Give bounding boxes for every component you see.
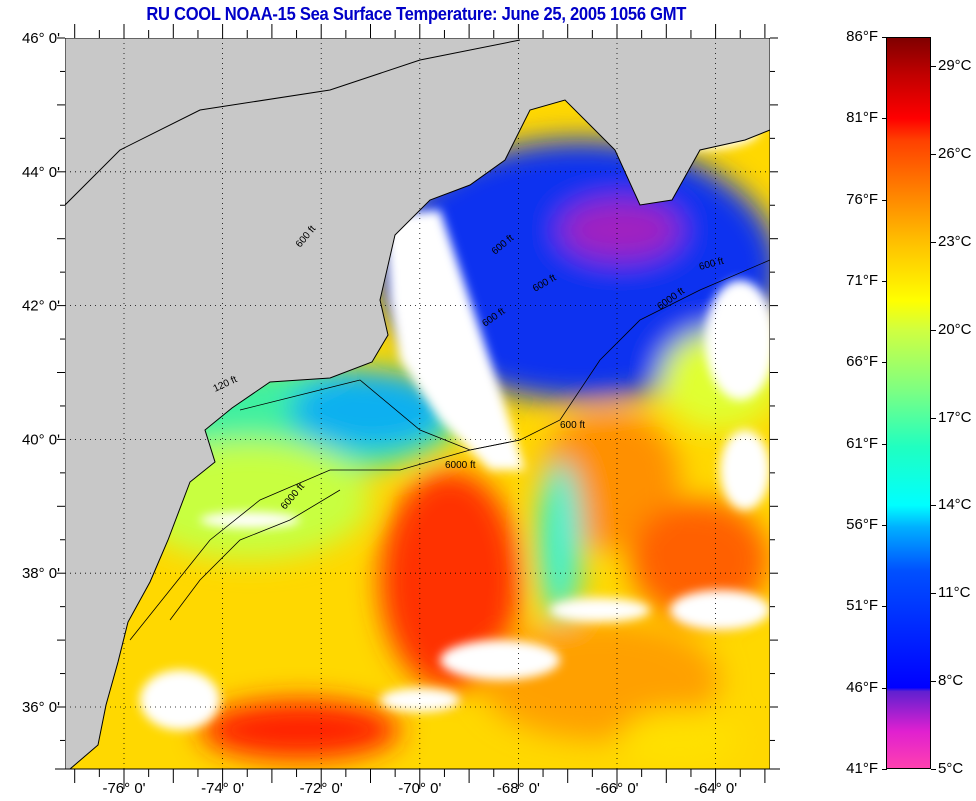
colorbar-fahrenheit-label: 51°F (846, 597, 878, 615)
latitude-label: 44° 0' (22, 164, 60, 181)
colorbar-celsius-label: 23°C (938, 232, 972, 250)
latitude-label: 36° 0' (22, 699, 60, 716)
longitude-label: -66° 0' (595, 780, 638, 797)
colorbar-celsius-label: 11°C (938, 584, 971, 602)
latitude-label: 40° 0' (22, 431, 60, 448)
colorbar-celsius-label: 26°C (938, 145, 972, 163)
graticule (65, 38, 770, 769)
coastline (65, 39, 770, 769)
axis-ticks (55, 24, 780, 789)
longitude-label: -64° 0' (694, 780, 737, 797)
colorbar-celsius-label: 20°C (938, 320, 972, 338)
contour-label: 6000 ft (445, 460, 476, 471)
colorbar-celsius-label: 17°C (938, 408, 972, 426)
longitude-label: -72° 0' (300, 780, 343, 797)
colorbar-celsius-label: 8°C (938, 672, 964, 690)
colorbar-fahrenheit-label: 66°F (846, 353, 878, 371)
latitude-label: 38° 0' (22, 565, 60, 582)
longitude-label: -68° 0' (497, 780, 540, 797)
longitude-label: -74° 0' (201, 780, 244, 797)
colorbar-celsius-label: 5°C (938, 760, 964, 777)
colorbar-fahrenheit-label: 56°F (846, 516, 878, 533)
colorbar-fahrenheit-label: 86°F (846, 28, 878, 45)
longitude-label: -70° 0' (398, 780, 441, 797)
latitude-label: 42° 0' (22, 298, 60, 315)
longitude-label: -76° 0' (102, 780, 145, 797)
colorbar-celsius-label: 14°C (938, 496, 972, 514)
colorbar-celsius-label: 29°C (938, 57, 972, 75)
temperature-colorbar (886, 37, 931, 769)
colorbar-fahrenheit-label: 46°F (846, 678, 878, 696)
colorbar-fahrenheit-label: 76°F (846, 190, 878, 208)
colorbar-fahrenheit-label: 41°F (846, 760, 878, 777)
colorbar-fahrenheit-label: 81°F (846, 109, 878, 127)
bathymetry-contours (129, 259, 770, 641)
latitude-label: 46° 0' (22, 30, 60, 47)
contour-label: 600 ft (560, 420, 585, 431)
map-title: RU COOL NOAA-15 Sea Surface Temperature:… (146, 4, 687, 24)
colorbar-fahrenheit-label: 71°F (846, 272, 878, 289)
colorbar-fahrenheit-label: 61°F (846, 434, 878, 452)
